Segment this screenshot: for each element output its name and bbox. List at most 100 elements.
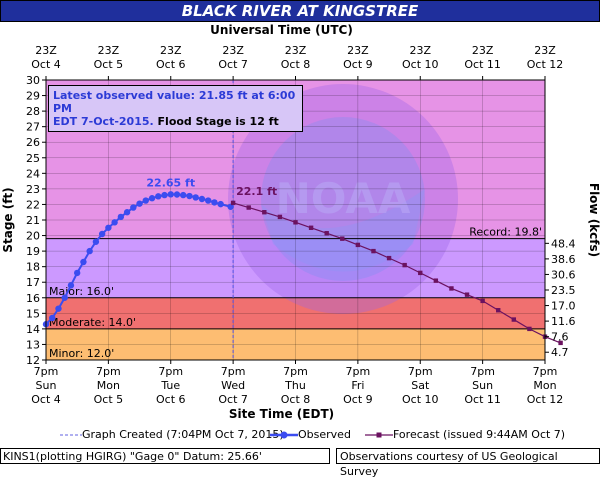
forecast-point <box>340 236 345 241</box>
forecast-line <box>232 202 561 344</box>
flow-tick-label: 30.6 <box>551 268 576 281</box>
x-tick-time: 7pm <box>221 365 246 378</box>
y-tick-label: 17 <box>26 276 40 289</box>
x-tick-date: Oct 10 <box>402 393 439 406</box>
forecast-point <box>496 308 501 313</box>
y-tick-label: 26 <box>26 136 40 149</box>
logo-letters: NOAA <box>276 174 411 223</box>
x-tick-date: Oct 4 <box>31 393 61 406</box>
observed-point <box>148 195 156 202</box>
flow-tick-label: 17.0 <box>551 300 576 313</box>
top-x-tick-time: 23Z <box>347 44 369 57</box>
legend-observed: Observed <box>270 428 351 441</box>
legend-forecast: Forecast (issued 9:44AM Oct 7) <box>365 428 565 441</box>
x-tick-time: 7pm <box>96 365 121 378</box>
bottom-axis-title: Site Time (EDT) <box>229 407 334 421</box>
observed-point <box>117 213 125 221</box>
x-tick-date: Oct 8 <box>281 393 311 406</box>
forecast-point <box>558 340 563 346</box>
y-tick-label: 28 <box>26 105 40 118</box>
x-tick-day: Tue <box>160 379 180 392</box>
moderate-band <box>46 297 545 329</box>
x-tick-day: Sun <box>36 379 57 392</box>
legend: Graph Created (7:04PM Oct 7, 2015) Obser… <box>60 428 600 442</box>
legend-graph-created: Graph Created (7:04PM Oct 7, 2015) <box>60 428 284 441</box>
logo-inner-disc <box>261 117 425 281</box>
x-tick-day: Sat <box>411 379 430 392</box>
x-tick-date: Oct 11 <box>464 393 501 406</box>
observed-point <box>80 258 87 266</box>
top-x-tick-date: Oct 11 <box>464 58 501 71</box>
forecast-point <box>308 225 314 230</box>
top-x-tick-time: 23Z <box>285 44 307 57</box>
observed-point <box>111 219 118 226</box>
x-tick-time: 7pm <box>533 365 558 378</box>
latest-observation-box: Latest observed value: 21.85 ft at 6:00 … <box>48 85 303 132</box>
x-tick-time: 7pm <box>408 365 433 378</box>
chart-title: BLACK RIVER AT KINGSTREE <box>0 0 600 22</box>
x-tick-time: 7pm <box>34 365 59 378</box>
flow-tick-label: 11.6 <box>551 315 576 328</box>
flow-tick-label: 7.6 <box>551 331 569 344</box>
observed-point <box>86 247 93 255</box>
forecast-point <box>386 255 392 261</box>
top-x-tick-time: 23Z <box>534 44 556 57</box>
y-tick-label: 19 <box>26 245 40 258</box>
forecast-line-icon <box>365 432 393 438</box>
forecast-point <box>464 292 470 297</box>
x-tick-day: Sun <box>472 379 493 392</box>
y-tick-label: 16 <box>26 292 40 305</box>
forecast-point <box>230 200 236 206</box>
observed-point <box>142 197 149 204</box>
logo-wave <box>261 189 425 272</box>
x-tick-day: Mon <box>533 379 556 392</box>
threshold-label: Record: 19.8' <box>469 226 542 239</box>
top-x-tick-date: Oct 12 <box>527 58 564 71</box>
observed-point <box>173 191 181 198</box>
flow-tick-label: 23.5 <box>551 284 576 297</box>
observed-point <box>61 294 68 301</box>
logo-outer-ring <box>228 84 458 314</box>
top-x-tick-date: Oct 5 <box>94 58 124 71</box>
forecast-point <box>277 214 283 220</box>
latest-observed-date: EDT 7-Oct-2015. <box>53 115 154 128</box>
forecast-point <box>449 286 454 291</box>
y-tick-label: 21 <box>26 214 40 227</box>
y-tick-label: 15 <box>26 307 40 320</box>
observed-point <box>55 305 62 312</box>
top-x-tick-date: Oct 9 <box>343 58 373 71</box>
forecast-point <box>511 317 517 322</box>
observed-point <box>180 191 187 199</box>
x-tick-time: 7pm <box>470 365 495 378</box>
latest-observed-text: Latest observed value: 21.85 ft at 6:00 … <box>53 89 296 115</box>
forecast-point <box>246 205 251 210</box>
minor-band <box>46 328 545 360</box>
x-tick-date: Oct 7 <box>218 393 248 406</box>
observed-point <box>192 194 199 201</box>
top-x-tick-date: Oct 7 <box>218 58 248 71</box>
observed-point <box>211 199 218 206</box>
y-axis-title: Stage (ft) <box>1 187 15 252</box>
observed-point <box>186 192 193 200</box>
dashed-line-icon <box>60 434 82 436</box>
observed-point <box>130 204 137 211</box>
observed-point <box>92 238 100 245</box>
observed-point <box>123 209 131 216</box>
y-tick-label: 20 <box>26 230 40 243</box>
forecast-point <box>324 231 329 236</box>
x-tick-day: Fri <box>351 379 364 392</box>
source-footer: Observations courtesy of US Geological S… <box>336 448 600 478</box>
noaa-watermark-logo: NOAA <box>228 84 458 314</box>
threshold-label: Major: 16.0' <box>49 285 114 298</box>
major-band <box>46 238 545 298</box>
flow-tick-label: 4.7 <box>551 346 569 359</box>
y-tick-label: 27 <box>26 121 40 134</box>
y-tick-label: 18 <box>26 261 40 274</box>
top-axis-title: Universal Time (UTC) <box>210 23 353 37</box>
flow-tick-label: 48.4 <box>551 237 576 250</box>
observed-point <box>105 224 112 231</box>
y-tick-label: 25 <box>26 152 40 165</box>
observed-point <box>155 193 162 200</box>
x-tick-day: Wed <box>221 379 245 392</box>
x-tick-date: Oct 12 <box>527 393 564 406</box>
